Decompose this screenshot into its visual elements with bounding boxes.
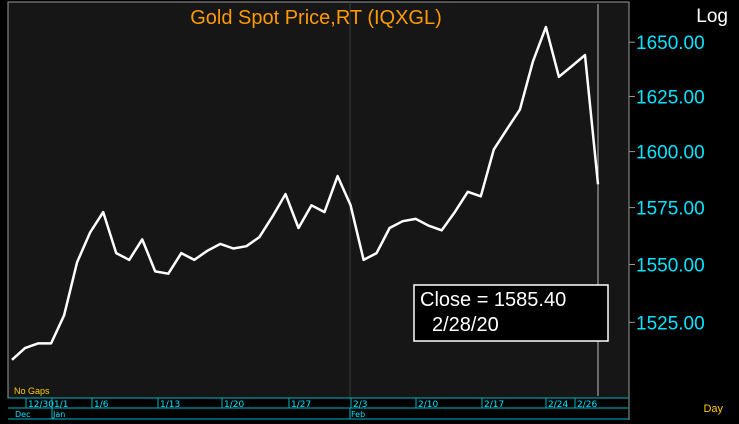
close-annotation: Close = 1585.40 2/28/20 (413, 284, 609, 342)
x-axis-date-labels: 12/30 1/1 1/6 1/13 1/20 1/27 2/3 2/10 2/17 2/24 2/… (25, 398, 597, 410)
no-gaps-label: No Gaps (14, 386, 50, 396)
close-annotation-box (413, 284, 609, 342)
month-label: Feb (351, 410, 365, 419)
price-series-line (11, 25, 600, 361)
x-axis: 12/30 1/1 1/6 1/13 1/20 1/27 2/3 2/10 2/17 2/24 2/… (8, 397, 629, 420)
y-tick-label: 1575.00 (636, 199, 705, 220)
x-tick-label: 12/30 (28, 400, 54, 410)
y-tick-label: 1525.00 (636, 313, 705, 334)
x-tick-label: 2/3 (353, 400, 367, 410)
x-tick-label: 2/24 (548, 400, 568, 410)
y-tick-label: 1550.00 (636, 256, 705, 277)
log-scale-label[interactable]: Log (696, 6, 728, 27)
y-tick-label: 1625.00 (636, 87, 705, 108)
x-tick-label: 1/6 (94, 400, 109, 410)
month-label: Jan (52, 410, 65, 419)
month-label: Dec (15, 410, 30, 419)
close-value-label: Close = 1585.40 (420, 289, 566, 311)
y-axis-ticks: 1650.00 1625.00 1600.00 1575.00 1550.00 1525.… (629, 33, 705, 334)
x-tick-label: 1/13 (160, 400, 180, 410)
x-axis-month-labels: Dec Jan Feb (15, 408, 365, 419)
x-tick-label: 2/10 (418, 400, 438, 410)
y-tick-label: 1650.00 (636, 33, 705, 54)
close-date-label: 2/28/20 (432, 314, 499, 336)
x-tick-label: 2/17 (484, 400, 504, 410)
period-label[interactable]: Day (703, 403, 723, 415)
chart-title: Gold Spot Price,RT (IQXGL) (190, 7, 442, 29)
x-tick-label: 2/26 (577, 400, 597, 410)
y-tick-label: 1600.00 (636, 143, 705, 164)
x-tick-label: 1/20 (224, 400, 244, 410)
x-tick-label: 1/27 (291, 400, 311, 410)
x-tick-label: 1/1 (54, 400, 68, 410)
